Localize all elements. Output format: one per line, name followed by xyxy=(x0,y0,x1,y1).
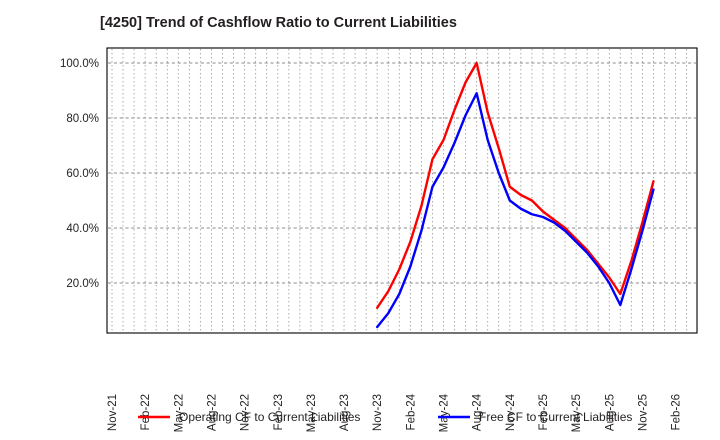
series-line-operating-cf xyxy=(376,61,655,309)
y-axis-tick-label: 60.0% xyxy=(66,168,99,180)
x-axis-tick-label: May-24 xyxy=(439,393,451,432)
horizontal-gridlines xyxy=(108,62,696,284)
page-title: [4250] Trend of Cashflow Ratio to Curren… xyxy=(100,15,457,31)
x-axis-tick-label: Aug-24 xyxy=(472,393,484,431)
x-axis-tick-label: May-25 xyxy=(571,394,583,432)
x-axis-tick-label: Feb-24 xyxy=(405,393,417,430)
x-axis-tick-label: Feb-26 xyxy=(671,394,683,430)
x-axis-tick-label: Feb-22 xyxy=(140,394,152,430)
y-axis-tick-labels: 20.0% 40.0% 60.0% 80.0% 100.0% xyxy=(60,58,99,290)
legend-label-operating-cf: Operating CF to Current Liabilities xyxy=(179,410,360,424)
data-series-group xyxy=(376,61,655,329)
x-axis-tick-label: Nov-23 xyxy=(372,394,384,431)
x-axis-tick-label: May-23 xyxy=(306,394,318,432)
x-axis-tick-label: Aug-22 xyxy=(206,394,218,431)
y-axis-tick-label: 20.0% xyxy=(66,278,99,290)
x-axis-tick-label: Feb-25 xyxy=(538,394,550,430)
x-axis-tick-labels: Nov-21 Feb-22 May-22 Aug-22 Nov-22 Feb-23 May-… xyxy=(107,393,683,432)
chart-legend: Operating CF to Current Liabilities Free … xyxy=(138,410,632,424)
x-axis-tick-label: Nov-22 xyxy=(240,394,252,431)
x-axis-tick-label: Aug-25 xyxy=(604,394,616,431)
x-axis-tick-label: Nov-21 xyxy=(107,394,119,431)
plot-area-border xyxy=(106,47,698,334)
y-axis-tick-label: 40.0% xyxy=(66,223,99,235)
x-axis-tick-label: Aug-23 xyxy=(339,394,351,431)
x-axis-tick-label: May-22 xyxy=(173,394,185,432)
legend-label-free-cf: Free CF to Current Liabilities xyxy=(479,410,632,424)
x-axis-tick-label: Feb-23 xyxy=(273,394,285,430)
y-axis-tick-label: 80.0% xyxy=(66,113,99,125)
series-line-free-cf xyxy=(376,92,655,329)
x-axis-tick-label: Nov-24 xyxy=(505,393,517,431)
y-axis-tick-label: 100.0% xyxy=(60,58,99,70)
x-axis-tick-label: Nov-25 xyxy=(637,394,649,431)
